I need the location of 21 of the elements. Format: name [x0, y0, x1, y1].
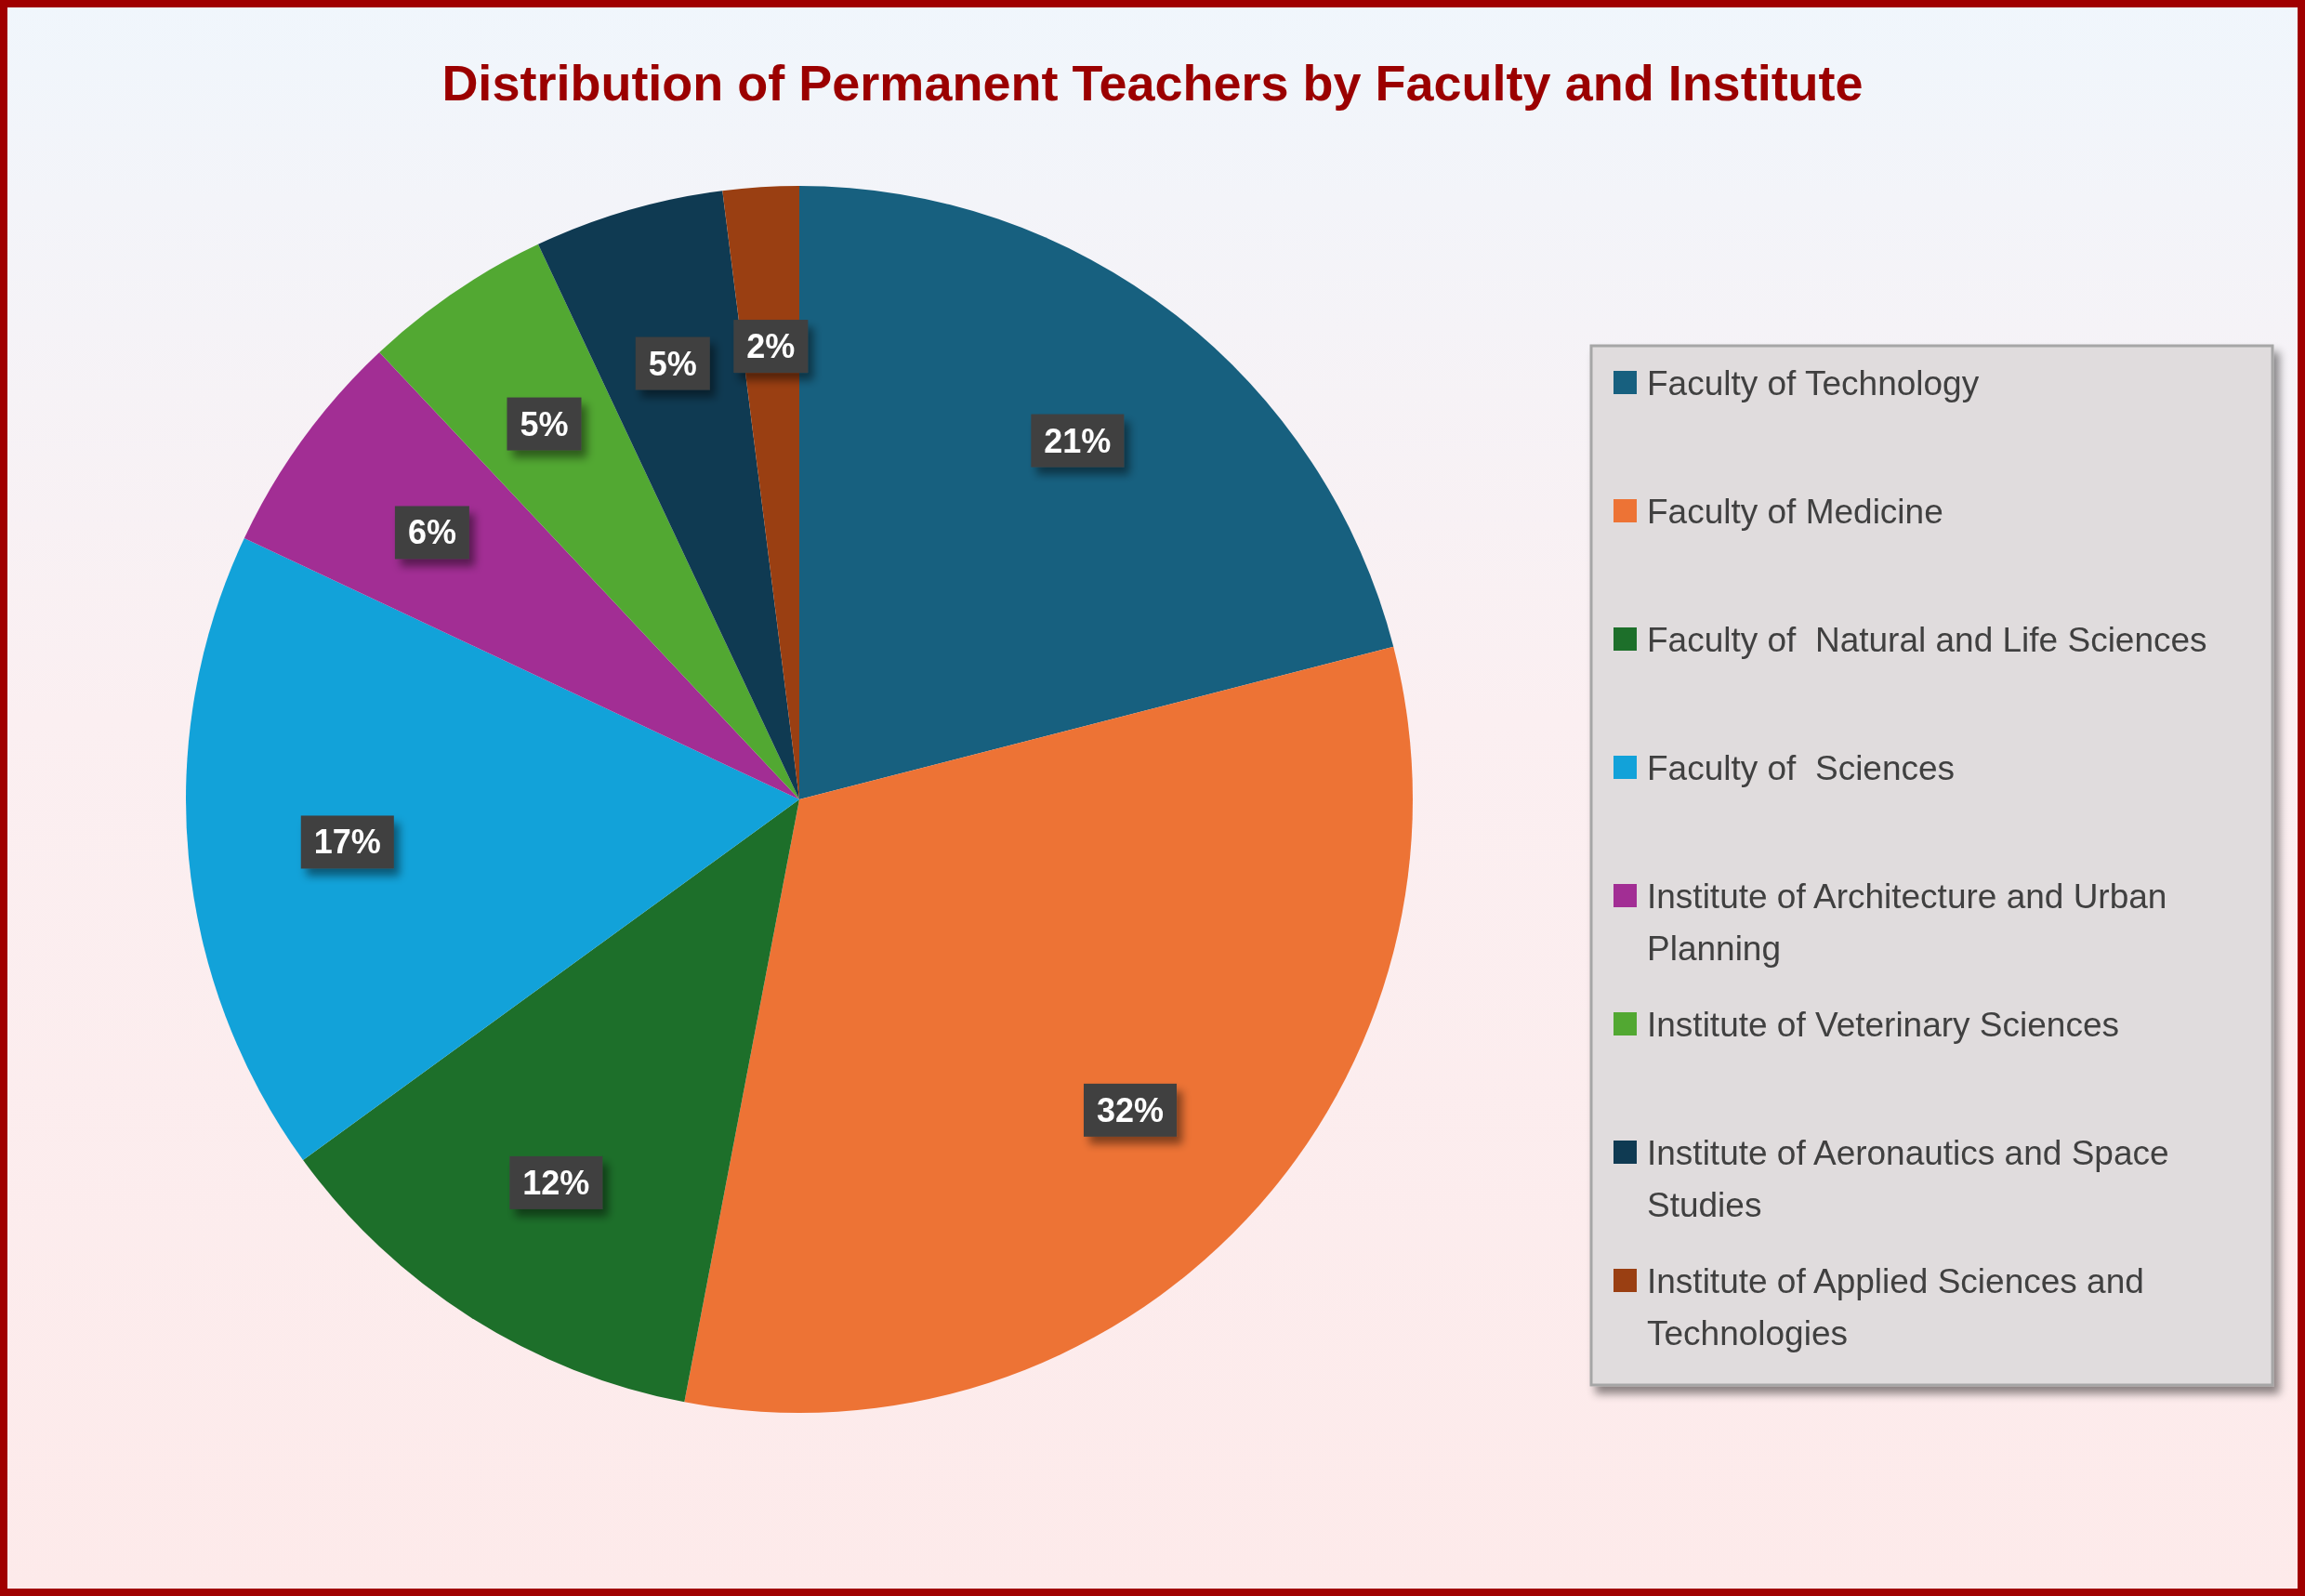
pie-slice [379, 244, 799, 799]
data-label: 2% [746, 327, 796, 366]
legend-label: Institute of Applied Sciences and Technologies [1647, 1261, 2144, 1352]
data-label: 17% [313, 823, 381, 862]
data-label: 6% [407, 513, 456, 552]
data-label: 32% [1097, 1090, 1165, 1129]
legend-label: Faculty of Medicine [1647, 492, 1943, 531]
data-label: 5% [520, 404, 569, 443]
legend-label: Faculty of Technology [1647, 363, 1980, 402]
pie-slice [684, 646, 1413, 1412]
pie-slice [303, 799, 799, 1403]
legend-label: Faculty of Natural and Life Sciences [1647, 620, 2207, 659]
pie-slice [799, 186, 1394, 799]
legend-label: Institute of Veterinary Sciences [1647, 1005, 2119, 1044]
data-label: 12% [522, 1163, 590, 1202]
legend-label: Institute of Aeronautics and Space Studies [1647, 1133, 2169, 1224]
legend-label: Institute of Architecture and Urban Planning [1647, 877, 2167, 968]
data-label: 21% [1044, 421, 1112, 460]
legend-label: Faculty of Sciences [1647, 748, 1956, 787]
data-label: 5% [648, 344, 697, 383]
chart-title: Distribution of Permanent Teachers by Faculty and Institute [441, 55, 1864, 111]
